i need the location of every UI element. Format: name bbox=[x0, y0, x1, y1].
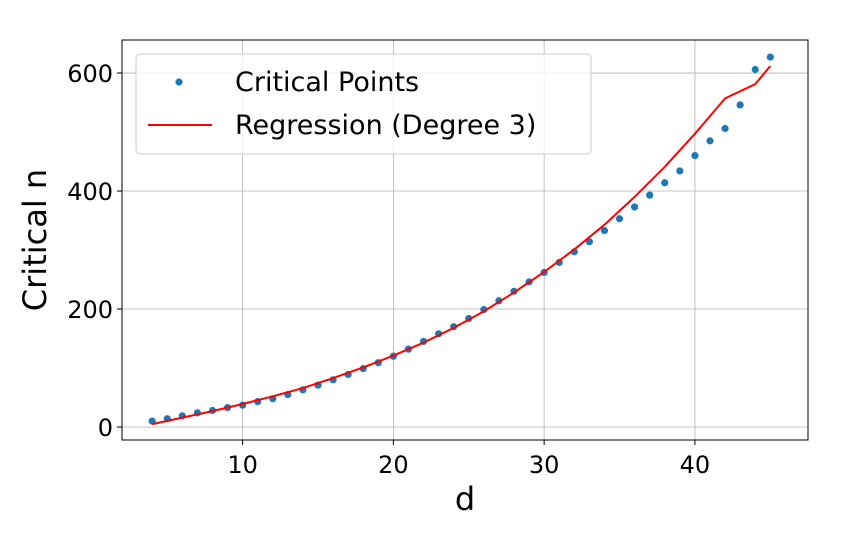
critical-point-marker bbox=[646, 191, 654, 199]
x-axis-label: d bbox=[455, 480, 475, 518]
legend-label-critical-points: Critical Points bbox=[235, 67, 419, 98]
critical-point-marker bbox=[555, 258, 563, 267]
critical-point-marker bbox=[631, 203, 639, 211]
critical-point-marker bbox=[736, 101, 744, 109]
critical-point-marker bbox=[585, 238, 593, 246]
x-tick-label: 20 bbox=[378, 451, 409, 479]
plot-series bbox=[148, 53, 774, 426]
critical-point-marker bbox=[691, 152, 699, 160]
critical-point-marker bbox=[721, 124, 729, 133]
y-tick-label: 200 bbox=[67, 296, 113, 324]
critical-point-marker bbox=[706, 137, 714, 145]
legend-box bbox=[135, 53, 592, 155]
plot-frame bbox=[121, 39, 809, 441]
critical-point-marker bbox=[676, 167, 684, 175]
y-tick-label: 400 bbox=[67, 178, 113, 206]
legend-marker-critical-points bbox=[175, 78, 183, 86]
critical-point-marker bbox=[615, 215, 624, 223]
critical-point-marker bbox=[661, 179, 669, 187]
legend: Critical Points Regression (Degree 3) bbox=[135, 53, 592, 155]
x-tick-label: 40 bbox=[680, 451, 711, 479]
regression-line bbox=[151, 65, 772, 426]
y-tick-label: 0 bbox=[98, 414, 113, 442]
x-tick-label: 10 bbox=[227, 451, 258, 479]
critical-point-marker bbox=[751, 65, 759, 74]
legend-label-regression: Regression (Degree 3) bbox=[235, 110, 536, 141]
y-axis-label: Critical n bbox=[16, 169, 54, 311]
y-tick-label: 600 bbox=[67, 60, 113, 88]
critical-point-marker bbox=[600, 226, 609, 235]
critical-point-marker bbox=[766, 53, 774, 61]
x-tick-label: 30 bbox=[529, 451, 560, 479]
